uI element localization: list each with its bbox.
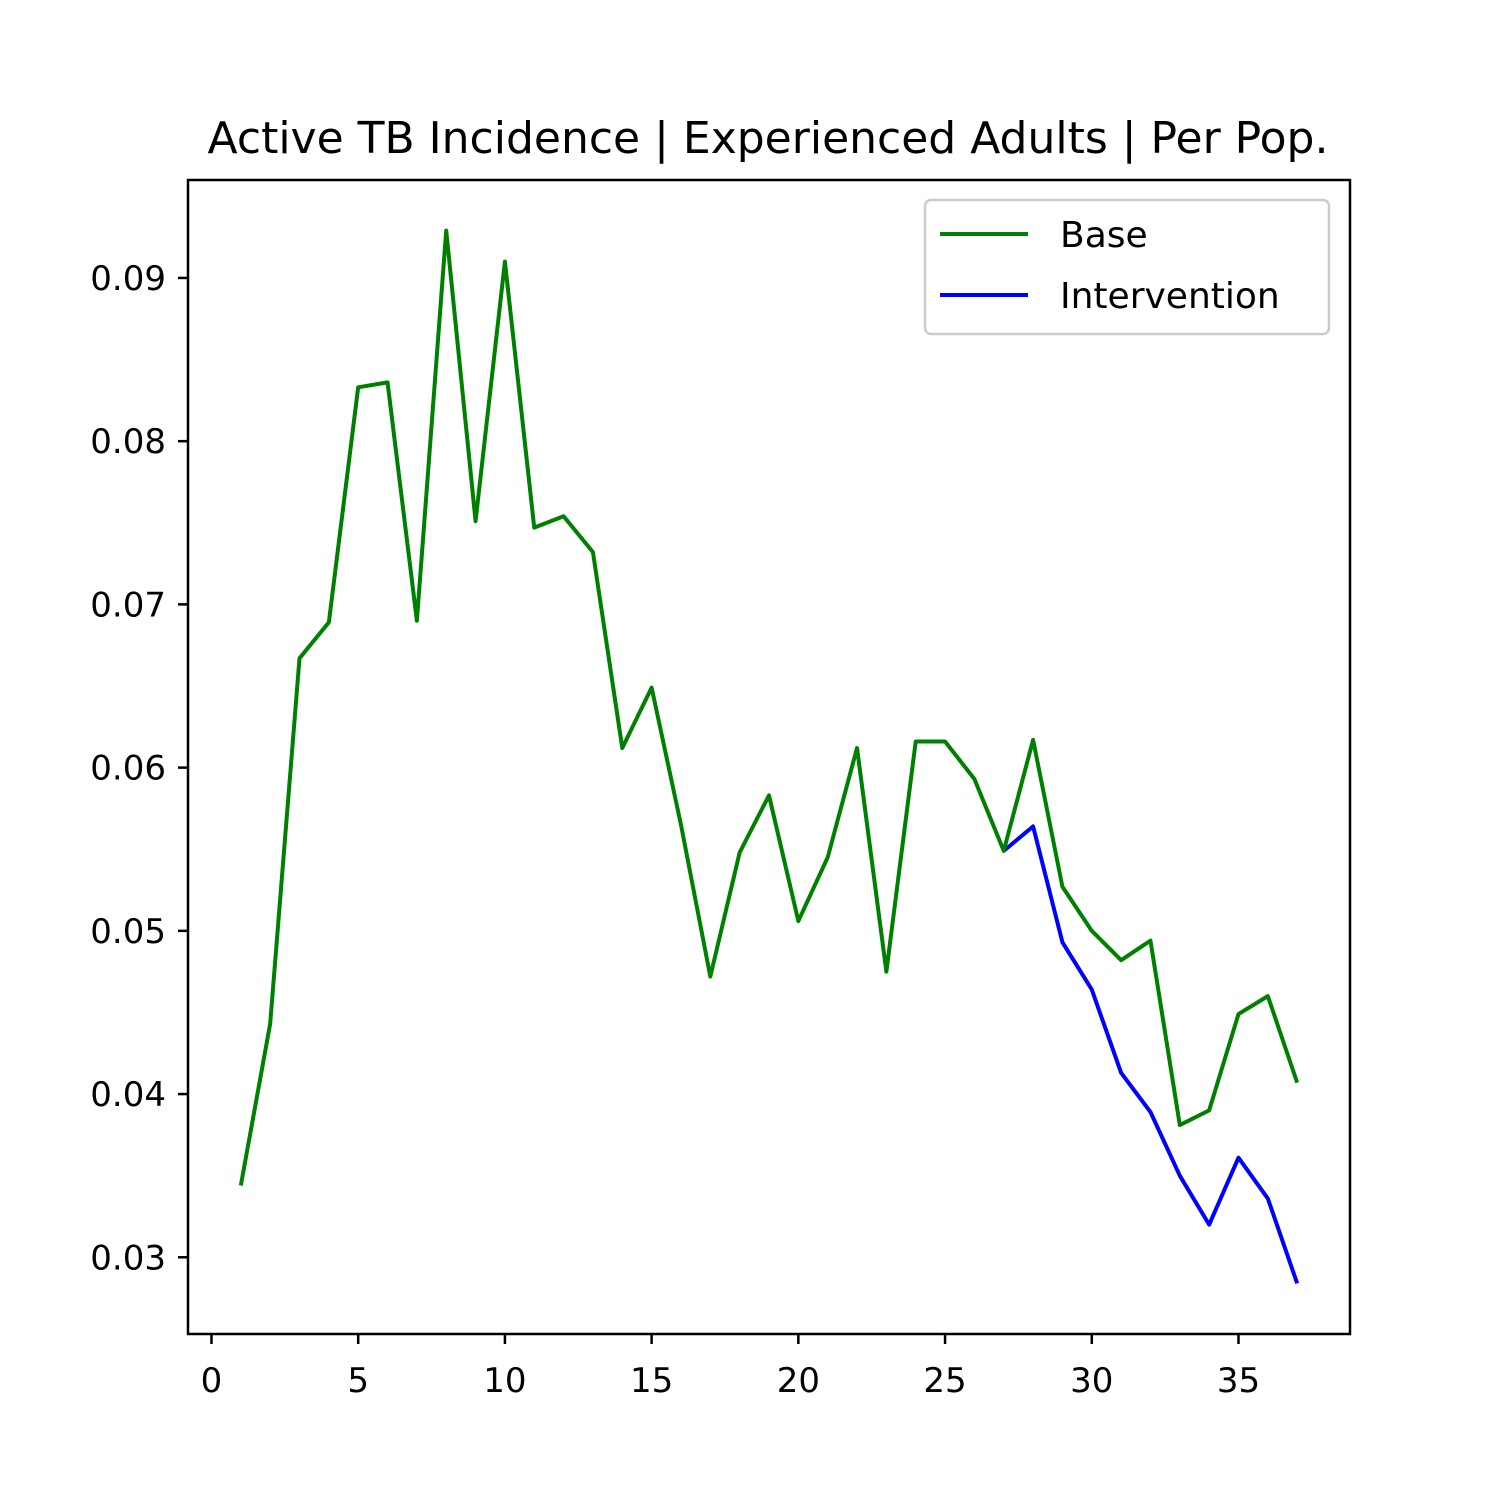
y-tick-label: 0.04 — [90, 1075, 166, 1115]
x-tick-label: 15 — [630, 1361, 673, 1401]
legend-label-base: Base — [1060, 215, 1148, 256]
legend-label-intervention: Intervention — [1060, 276, 1280, 317]
x-tick-label: 5 — [347, 1361, 369, 1401]
chart-title: Active TB Incidence | Experienced Adults… — [208, 113, 1329, 164]
y-tick-label: 0.09 — [90, 259, 166, 299]
series-line-intervention — [1002, 824, 1300, 1285]
x-tick-label: 30 — [1070, 1361, 1113, 1401]
x-tick-label: 0 — [201, 1361, 223, 1401]
series-layer — [238, 228, 1300, 1285]
plot-frame — [186, 178, 1352, 1336]
y-axis: 0.03 0.04 0.05 0.06 0.07 0.08 0.09 — [90, 259, 188, 1278]
x-axis: 0 5 10 15 20 25 30 35 — [201, 1334, 1260, 1401]
y-tick-label: 0.08 — [90, 422, 166, 462]
x-tick-label: 20 — [777, 1361, 820, 1401]
x-tick-label: 25 — [923, 1361, 966, 1401]
series-line-base — [238, 228, 1300, 1186]
y-tick-label: 0.06 — [90, 749, 166, 789]
x-tick-label: 35 — [1217, 1361, 1260, 1401]
y-tick-label: 0.07 — [90, 585, 166, 625]
legend: Base Intervention — [923, 198, 1331, 336]
y-tick-label: 0.05 — [90, 912, 166, 952]
x-tick-label: 10 — [483, 1361, 526, 1401]
y-tick-label: 0.03 — [90, 1238, 166, 1278]
